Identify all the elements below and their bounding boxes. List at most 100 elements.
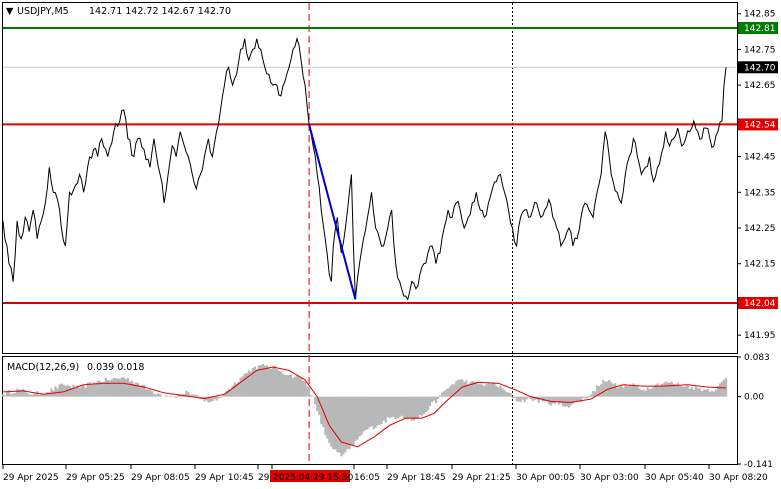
macd-histogram-bar [710,390,714,397]
macd-histogram-bar [193,394,196,397]
macd-histogram-bar [157,393,160,397]
macd-histogram-bar [716,386,720,397]
macd-histogram-bar [269,368,273,397]
price-tick-label: 142.75 [744,45,776,55]
price-tick-label: 142.25 [744,224,776,234]
macd-histogram-bar [443,391,446,397]
macd-histogram-bar [300,377,303,397]
x-tick-label: 30 Apr 05:40 [645,473,704,483]
macd-header-name: MACD(12,26,9) [7,362,79,373]
macd-histogram-bar [592,391,595,397]
macd-histogram-bar [382,396,385,421]
macd-histogram-bar [604,381,607,397]
macd-histogram-bar [225,390,228,397]
level-label-142.04: 142.04 [744,299,776,309]
macd-histogram-bar [2,394,5,397]
macd-histogram-bar [380,396,383,425]
macd-histogram-bar [175,396,178,398]
macd-histogram-bar [704,389,708,397]
macd-histogram-bar [298,376,301,397]
macd-histogram-bar [227,389,230,397]
macd-histogram-bar [553,396,557,404]
macd-signal-line [2,366,727,448]
macd-histogram-bar [505,391,508,397]
macd-histogram-bar [706,389,710,397]
macd-histogram-bar [362,396,365,432]
macd-histogram-bar [495,385,498,397]
x-tick-label: 29 Apr 05:25 [66,473,125,483]
macd-histogram-bar [571,396,575,404]
macd-tick-label: 0.00 [744,393,764,403]
macd-histogram-bar [261,363,264,397]
macd-histogram-bar [668,382,671,397]
macd-histogram-bar [551,396,555,404]
x-tick-label: 30 Apr 03:00 [580,473,639,483]
macd-histogram-bar [320,396,323,425]
macd-histogram-bar [14,392,17,397]
symbol-header-triangle: ▼ [6,6,14,17]
macd-histogram-bar [674,384,677,397]
macd-histogram-bar [308,387,311,397]
macd-histogram-bar [686,385,689,397]
macd-histogram-bar [388,396,391,419]
macd-histogram-bar [358,396,361,437]
macd-histogram-bar [654,384,657,397]
macd-histogram-bar [108,380,111,397]
level-label-box [738,297,778,309]
macd-histogram-bar [696,388,700,397]
macd-histogram-bar [473,381,476,397]
macd-histogram-bar [211,396,214,402]
macd-histogram-bar [62,384,65,397]
macd-histogram-bar [394,396,397,419]
macd-histogram-bar [467,384,470,397]
macd-histogram-bar [471,380,474,397]
macd-histogram-bar [420,396,424,416]
macd-histogram-bar [618,387,621,397]
macd-histogram-bar [251,367,254,397]
macd-histogram-bar [42,394,45,397]
macd-histogram-bar [529,396,532,400]
macd-histogram-bar [378,396,381,425]
macd-histogram-bar [306,386,309,397]
macd-histogram-bar [142,384,146,397]
time-marker-label-box [270,470,350,482]
macd-histogram-bar [579,396,583,402]
trend-line [308,124,357,300]
price-tick-label: 142.85 [744,10,776,20]
x-tick-label: 29 Apr 18:45 [387,473,446,483]
level-label-142.54: 142.54 [744,120,776,130]
macd-histogram-bar [96,380,99,397]
macd-histogram-bar [187,391,190,397]
macd-histogram-bar [642,389,645,397]
macd-histogram-bar [130,380,134,397]
macd-histogram-bar [507,392,510,397]
macd-histogram-bar [392,396,395,418]
macd-histogram-bar [432,396,436,401]
macd-histogram-bar [239,377,242,397]
macd-histogram-bar [439,395,442,397]
macd-histogram-bar [88,382,91,397]
macd-histogram-bar [354,396,357,441]
macd-histogram-bar [231,385,234,397]
macd-histogram-bar [475,381,478,397]
macd-histogram-bar [602,379,605,397]
macd-histogram-bar [489,383,492,397]
macd-histogram-bar [366,396,369,430]
price-tick-label: 142.45 [744,153,776,163]
macd-histogram-bar [398,396,401,418]
macd-histogram-bar [106,379,109,397]
macd-histogram-bar [370,396,373,427]
macd-histogram-bar [612,384,615,397]
macd-histogram-bar [120,377,124,397]
macd-histogram-bar [481,384,484,397]
macd-histogram-bar [38,394,41,397]
macd-histogram-bar [626,386,629,397]
macd-histogram-bar [646,387,649,397]
macd-histogram-bar [479,383,482,397]
macd-histogram-bar [92,382,95,397]
macd-histogram-bar [243,373,246,397]
macd-histogram-bar [702,389,706,397]
macd-histogram-bar [648,389,651,397]
x-tick-label: 30 Apr 00:05 [516,473,575,483]
macd-histogram-bar [384,396,387,423]
